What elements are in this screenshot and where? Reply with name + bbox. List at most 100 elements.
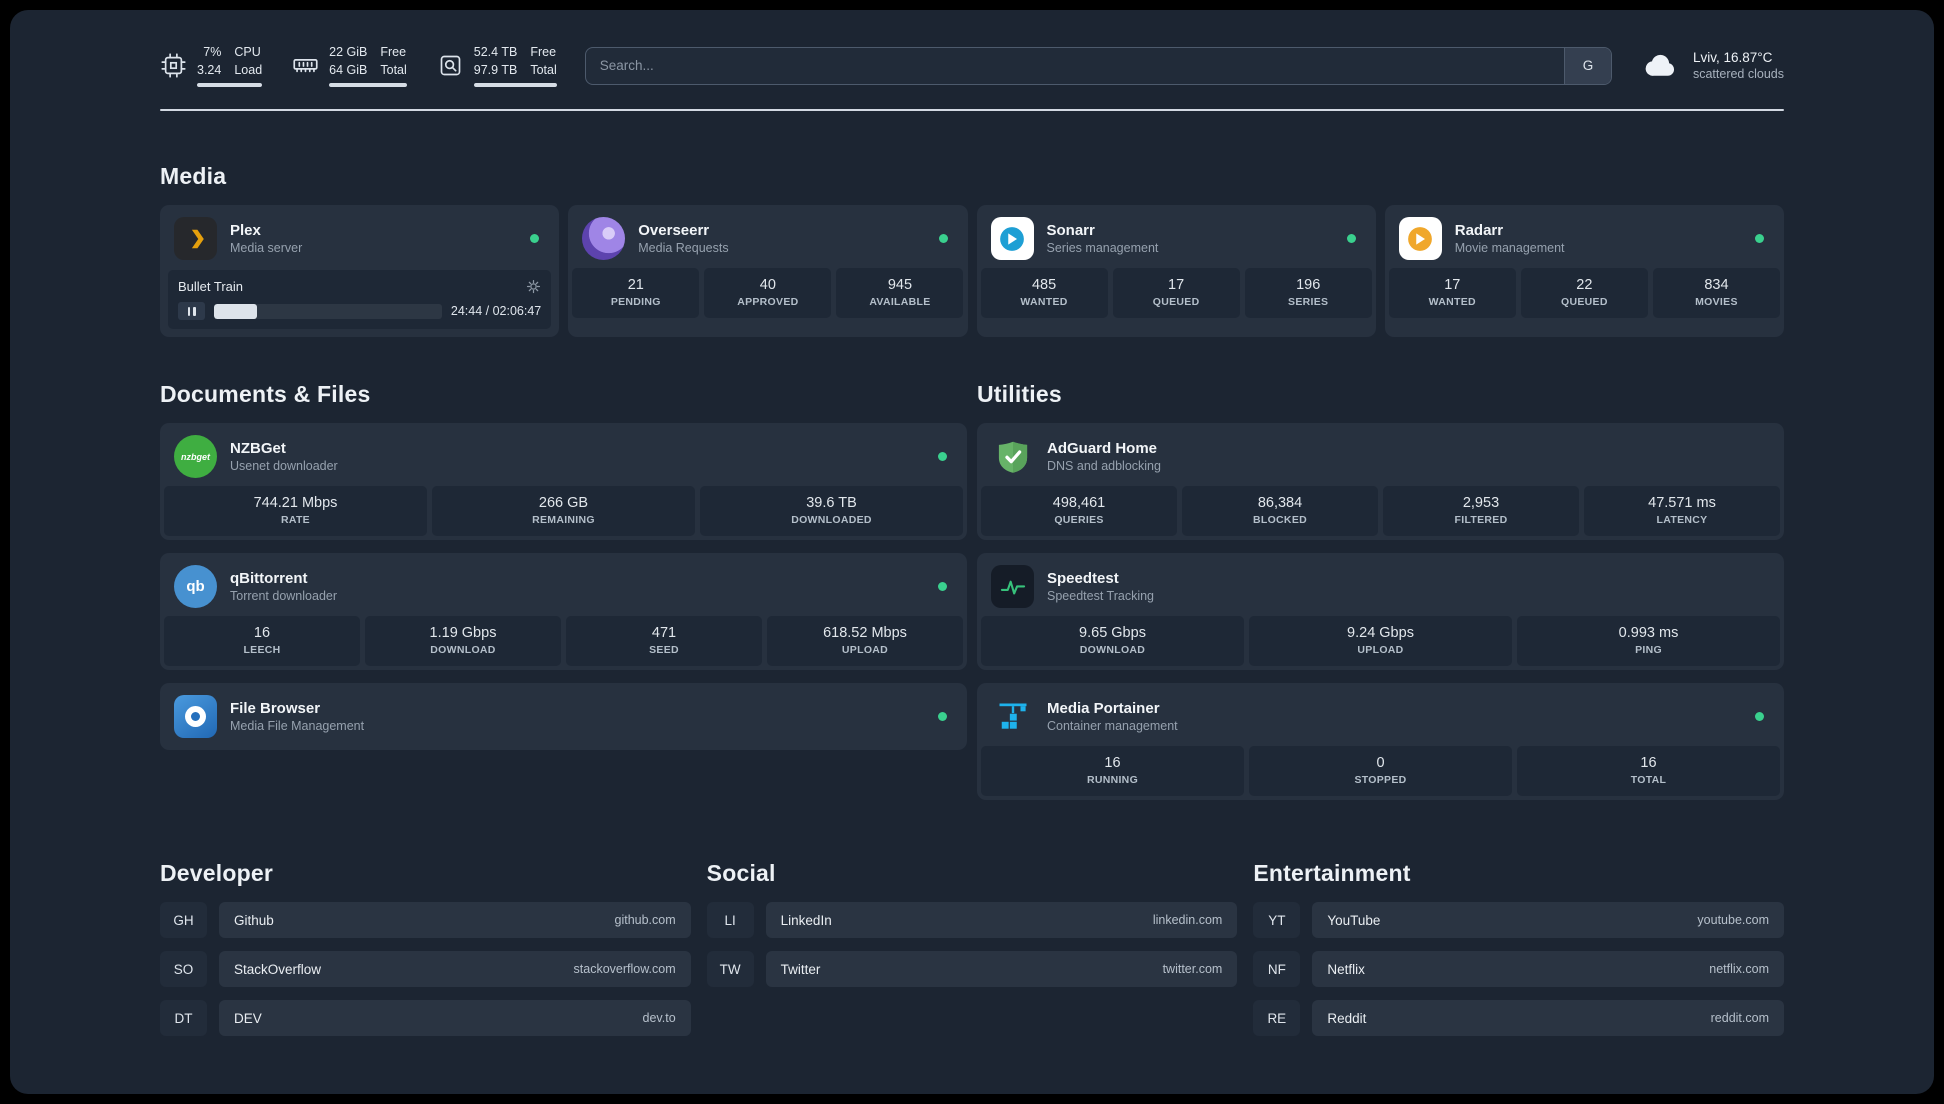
radarr-stats: 17 WANTED 22 QUEUED 834 MOVIES bbox=[1388, 268, 1780, 318]
status-dot bbox=[1346, 234, 1356, 243]
pause-icon bbox=[187, 306, 190, 316]
bookmark-link-dev[interactable]: DEV dev.to bbox=[219, 1000, 691, 1036]
playback-progress-bar[interactable] bbox=[214, 303, 442, 319]
service-desc: Container management bbox=[1047, 719, 1178, 733]
service-card-adguard[interactable]: AdGuard Home DNS and adblocking 498,461 … bbox=[977, 423, 1784, 540]
disk-bar bbox=[473, 83, 557, 87]
speedtest-icon bbox=[991, 565, 1034, 608]
stat-block: 834 MOVIES bbox=[1652, 268, 1780, 318]
qbittorrent-stats: 16 LEECH 1.19 Gbps DOWNLOAD 471 SEED 6 bbox=[164, 616, 963, 666]
service-card-plex[interactable]: Plex Media server Bullet Train bbox=[160, 205, 560, 337]
bookmark-link-reddit[interactable]: Reddit reddit.com bbox=[1312, 1000, 1784, 1036]
overseerr-stats: 21 PENDING 40 APPROVED 945 AVAILABLE bbox=[572, 268, 964, 318]
radarr-icon bbox=[1398, 217, 1442, 260]
section-title-social: Social bbox=[706, 860, 776, 886]
bookmark-link-stackoverflow[interactable]: StackOverflow stackoverflow.com bbox=[219, 951, 691, 987]
bookmark-reddit: RE Reddit reddit.com bbox=[1253, 1000, 1784, 1036]
service-desc: Torrent downloader bbox=[230, 589, 338, 603]
section-media: Media Plex Media server Bullet Train bbox=[160, 163, 1784, 337]
disk-free-label: Free bbox=[530, 45, 557, 59]
stat-block: 9.24 Gbps UPLOAD bbox=[1249, 616, 1512, 666]
gear-icon[interactable] bbox=[526, 279, 541, 294]
adguard-meta: AdGuard Home DNS and adblocking bbox=[1047, 440, 1161, 473]
stat-block: 0.993 ms PING bbox=[1517, 616, 1780, 666]
status-dot bbox=[530, 234, 540, 243]
portainer-stats: 16 RUNNING 0 STOPPED 16 TOTAL bbox=[981, 746, 1780, 796]
stat-block: 17 WANTED bbox=[1388, 268, 1516, 318]
stat-block: 196 SERIES bbox=[1244, 268, 1372, 318]
weather-location: Lviv, 16.87°C bbox=[1692, 50, 1773, 65]
cpu-bar bbox=[197, 83, 263, 87]
stat-block: 744.21 Mbps RATE bbox=[164, 486, 427, 536]
search-input[interactable] bbox=[585, 47, 1564, 84]
bookmark-link-github[interactable]: Github github.com bbox=[219, 902, 691, 938]
bookmark-link-linkedin[interactable]: LinkedIn linkedin.com bbox=[765, 902, 1238, 938]
disk-total-label: Total bbox=[530, 62, 557, 77]
plex-meta: Plex Media server bbox=[230, 222, 302, 255]
playback-time: 24:44 / 02:06:47 bbox=[450, 304, 542, 318]
pause-button[interactable] bbox=[178, 302, 205, 320]
memory-total-value: 64 GiB bbox=[329, 62, 368, 77]
stat-block: 16 LEECH bbox=[164, 616, 360, 666]
adguard-stats: 498,461 QUERIES 86,384 BLOCKED 2,953 FIL… bbox=[981, 486, 1780, 536]
sonarr-meta: Sonarr Series management bbox=[1047, 222, 1159, 255]
status-dot bbox=[1755, 234, 1764, 243]
speedtest-meta: Speedtest Speedtest Tracking bbox=[1047, 570, 1154, 603]
service-name: Overseerr bbox=[638, 222, 710, 239]
service-name: Speedtest bbox=[1047, 570, 1119, 587]
bookmark-twitter: TW Twitter twitter.com bbox=[706, 951, 1238, 987]
service-card-filebrowser[interactable]: File Browser Media File Management bbox=[160, 683, 967, 750]
cpu-widget: 7% 3.24 CPU Load bbox=[160, 44, 263, 87]
bookmark-abbr: TW bbox=[706, 951, 754, 987]
bookmark-link-netflix[interactable]: Netflix netflix.com bbox=[1312, 951, 1784, 987]
search-provider-button[interactable]: G bbox=[1563, 47, 1611, 84]
section-title-utilities: Utilities bbox=[977, 381, 1062, 407]
topbar: 7% 3.24 CPU Load bbox=[160, 44, 1784, 87]
portainer-icon bbox=[991, 695, 1034, 738]
disk-readout: 52.4 TB 97.9 TB Free Total bbox=[473, 44, 557, 87]
stat-block: 47.571 ms LATENCY bbox=[1584, 486, 1780, 536]
stat-block: 266 GB REMAINING bbox=[432, 486, 695, 536]
service-desc: Media server bbox=[230, 241, 303, 255]
service-name: Sonarr bbox=[1046, 222, 1095, 239]
service-card-qbittorrent[interactable]: qb qBittorrent Torrent downloader 16 LEE… bbox=[160, 553, 967, 670]
status-dot bbox=[938, 234, 948, 243]
service-card-speedtest[interactable]: Speedtest Speedtest Tracking 9.65 Gbps D… bbox=[977, 553, 1784, 670]
weather-text: Lviv, 16.87°C scattered clouds bbox=[1693, 50, 1784, 81]
bookmark-abbr: DT bbox=[160, 1000, 207, 1036]
stat-block: 16 RUNNING bbox=[981, 746, 1244, 796]
bookmark-youtube: YT YouTube youtube.com bbox=[1253, 902, 1784, 938]
section-title-entertainment: Entertainment bbox=[1253, 860, 1411, 886]
bookmark-link-youtube[interactable]: YouTube youtube.com bbox=[1312, 902, 1784, 938]
service-card-radarr[interactable]: Radarr Movie management 17 WANTED 22 QUE… bbox=[1384, 205, 1784, 337]
service-card-sonarr[interactable]: Sonarr Series management 485 WANTED 17 Q… bbox=[976, 205, 1376, 337]
disk-total-value: 97.9 TB bbox=[473, 62, 518, 77]
section-title-media: Media bbox=[160, 163, 227, 189]
bookmark-group-developer: Developer GH Github github.com SO StackO… bbox=[160, 860, 691, 1036]
sonarr-icon bbox=[990, 217, 1034, 260]
nzbget-stats: 744.21 Mbps RATE 266 GB REMAINING 39.6 T… bbox=[164, 486, 963, 536]
weather-condition: scattered clouds bbox=[1692, 67, 1784, 81]
now-playing-title: Bullet Train bbox=[178, 279, 244, 294]
bookmark-dev: DT DEV dev.to bbox=[160, 1000, 691, 1036]
service-card-nzbget[interactable]: nzbget NZBGet Usenet downloader 744.21 M… bbox=[160, 423, 967, 540]
stat-block: 9.65 Gbps DOWNLOAD bbox=[981, 616, 1244, 666]
stat-block: 39.6 TB DOWNLOADED bbox=[700, 486, 963, 536]
portainer-meta: Media Portainer Container management bbox=[1047, 700, 1178, 733]
stat-block: 618.52 Mbps UPLOAD bbox=[767, 616, 963, 666]
disk-free-value: 52.4 TB bbox=[473, 45, 518, 59]
stat-block: 86,384 BLOCKED bbox=[1182, 486, 1378, 536]
bookmark-group-social: Social LI LinkedIn linkedin.com TW Twitt… bbox=[706, 860, 1238, 987]
bookmark-link-twitter[interactable]: Twitter twitter.com bbox=[765, 951, 1238, 987]
status-dot bbox=[938, 452, 947, 461]
stat-block: 17 QUEUED bbox=[1112, 268, 1240, 318]
bookmark-stackoverflow: SO StackOverflow stackoverflow.com bbox=[160, 951, 691, 987]
service-card-overseerr[interactable]: Overseerr Media Requests 21 PENDING 40 A… bbox=[568, 205, 968, 337]
service-card-portainer[interactable]: Media Portainer Container management 16 … bbox=[977, 683, 1784, 800]
stat-block: 0 STOPPED bbox=[1249, 746, 1512, 796]
stat-block: 945 AVAILABLE bbox=[836, 268, 964, 318]
stat-block: 40 APPROVED bbox=[704, 268, 832, 318]
topbar-divider bbox=[160, 109, 1784, 111]
service-desc: DNS and adblocking bbox=[1047, 459, 1161, 473]
disk-icon bbox=[440, 55, 461, 76]
